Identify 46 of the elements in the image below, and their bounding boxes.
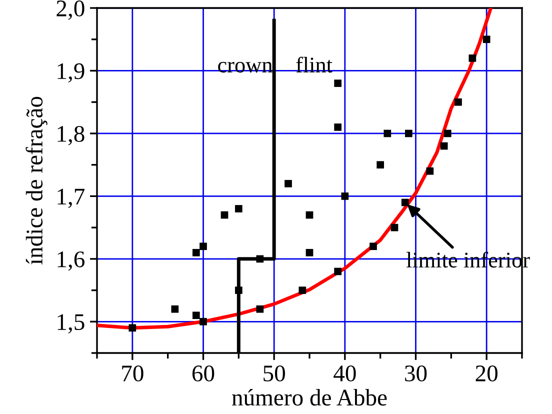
x-axis-title: número de Abbe [232,388,387,406]
point [256,255,264,263]
x-tick-label: 20 [476,365,498,382]
point [220,211,228,219]
annotation: flint [296,56,332,73]
point [200,242,207,250]
point [192,248,200,256]
y-tick-label: 2,0 [56,0,84,20]
point [298,286,306,294]
point [284,180,292,188]
point [192,312,200,320]
point [306,211,314,219]
point [334,268,342,276]
x-tick-label: 60 [192,365,214,382]
y-tick-label: 1,5 [58,314,84,334]
point [482,36,490,44]
point [440,142,448,150]
point [341,192,349,200]
y-axis-title: índice de refração [26,96,48,265]
x-tick-label: 40 [334,365,356,382]
point [376,161,384,168]
point [200,318,207,326]
point [306,248,314,256]
x-tick-label: 30 [405,365,427,382]
point [234,205,242,212]
point [256,305,264,313]
point [401,198,409,206]
point [390,224,398,232]
point [234,286,242,294]
y-tick-label: 1,7 [58,188,85,208]
x-tick-label: 50 [264,365,285,382]
point [334,124,342,131]
point [426,167,434,175]
point [384,130,392,138]
point [454,98,462,106]
y-tick-label: 1,6 [58,251,84,271]
point [334,80,342,87]
point [370,242,377,250]
point [128,324,136,332]
point [468,54,476,62]
point [404,130,412,138]
y-tick-label: 1,9 [58,63,84,83]
x-tick-label: 70 [122,365,144,382]
y-tick-label: 1,8 [58,126,84,146]
point [171,305,179,313]
point [444,130,452,138]
